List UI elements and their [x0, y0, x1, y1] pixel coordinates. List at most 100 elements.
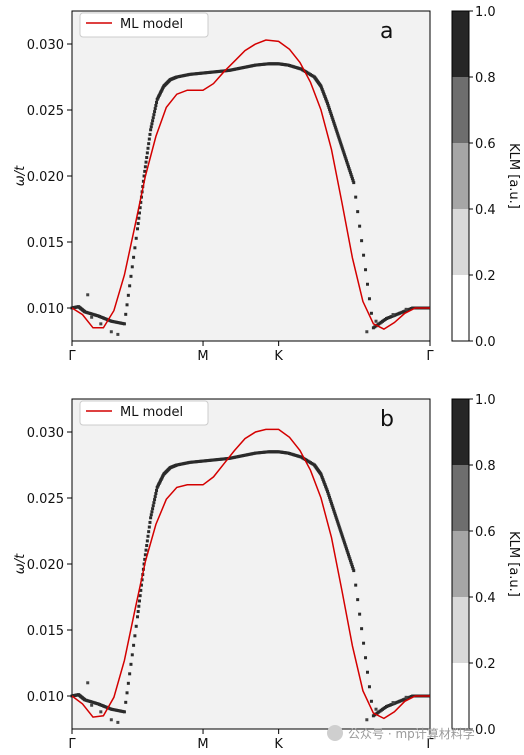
klm-point	[391, 313, 395, 317]
colorbar-segment	[452, 399, 469, 465]
colorbar-tick-label: 0.2	[475, 269, 496, 284]
klm-point	[155, 488, 159, 492]
klm-point	[149, 125, 153, 129]
klm-point	[342, 151, 346, 155]
klm-point	[348, 169, 352, 173]
klm-point	[138, 594, 142, 598]
watermark: 公众号 · mp计算材料学	[327, 725, 475, 741]
klm-point	[137, 604, 141, 608]
klm-point	[126, 681, 130, 685]
klm-point	[358, 224, 362, 228]
colorbar-tick-label: 0.0	[475, 335, 496, 350]
klm-point	[139, 583, 143, 587]
klm-point	[90, 315, 94, 319]
klm-point	[136, 222, 140, 226]
klm-point	[354, 583, 358, 587]
klm-point	[319, 84, 323, 88]
klm-point	[320, 88, 324, 92]
klm-point	[137, 216, 141, 220]
klm-point	[99, 710, 103, 714]
klm-point	[128, 672, 132, 676]
colorbar-segment	[452, 275, 469, 341]
klm-point	[343, 543, 347, 547]
klm-point	[331, 505, 335, 509]
klm-point	[339, 141, 343, 145]
klm-point	[130, 653, 134, 657]
x-tick-label: Γ	[68, 737, 76, 752]
klm-point	[324, 486, 328, 490]
plot-area-b	[71, 398, 431, 730]
klm-point	[347, 555, 351, 559]
legend-label-b: ML model	[120, 405, 183, 420]
klm-point	[345, 547, 349, 551]
klm-point	[133, 246, 137, 250]
klm-point	[144, 548, 148, 552]
klm-point	[155, 100, 159, 104]
klm-point	[330, 503, 334, 507]
legend-label-a: ML model	[120, 17, 183, 32]
ml-model-curve-a	[71, 39, 430, 330]
klm-point	[122, 322, 126, 326]
klm-point	[346, 553, 350, 557]
colorbar-tick-label: 1.0	[475, 393, 496, 408]
klm-point	[320, 474, 324, 478]
klm-point	[327, 105, 331, 109]
y-tick-label: 0.020	[27, 170, 64, 185]
klm-point	[134, 624, 138, 628]
colorbar-segment	[452, 77, 469, 143]
klm-point	[146, 146, 150, 150]
klm-point	[331, 507, 335, 511]
klm-point	[323, 95, 327, 99]
klm-point	[152, 113, 156, 117]
klm-point	[145, 544, 149, 548]
panel-b: 0.010 0.015 0.020 0.025 0.030 Γ M K Γ ω/t ML mo…	[13, 393, 521, 752]
klm-point	[338, 527, 342, 531]
klm-point	[337, 137, 341, 141]
klm-point	[336, 133, 340, 137]
klm-point	[153, 107, 157, 111]
klm-point	[329, 501, 333, 505]
klm-point	[332, 121, 336, 125]
klm-point	[345, 161, 349, 165]
y-tick-label: 0.015	[27, 624, 64, 639]
klm-point	[137, 599, 141, 603]
klm-point	[342, 539, 346, 543]
x-tick-label: K	[274, 737, 283, 752]
klm-point	[147, 530, 151, 534]
y-tick-label: 0.030	[27, 38, 64, 53]
klm-point	[358, 612, 362, 616]
y-tick-label: 0.010	[27, 690, 64, 705]
watermark-text: 公众号 · mp计算材料学	[348, 726, 475, 741]
legend-b: ML model	[79, 400, 209, 426]
klm-point	[341, 149, 345, 153]
klm-point	[132, 643, 136, 647]
colorbar-tick-label: 0.6	[475, 525, 496, 540]
klm-point	[125, 303, 129, 307]
x-tick-label: Γ	[426, 349, 434, 364]
colorbar-segment	[452, 465, 469, 531]
klm-point	[332, 509, 336, 513]
klm-point	[125, 691, 129, 695]
klm-point	[343, 155, 347, 159]
klm-point	[326, 101, 330, 105]
klm-point	[350, 177, 354, 181]
klm-point	[404, 695, 408, 699]
colorbar-segment	[452, 209, 469, 275]
klm-point	[151, 116, 155, 120]
watermark-icon	[327, 725, 343, 741]
klm-point	[150, 510, 154, 514]
klm-point	[326, 103, 330, 107]
klm-point	[132, 255, 136, 259]
klm-point	[338, 139, 342, 143]
klm-point	[339, 531, 343, 535]
klm-point	[124, 312, 128, 316]
klm-point	[352, 181, 356, 185]
klm-point	[362, 253, 366, 257]
klm-point	[404, 307, 408, 311]
klm-point	[333, 513, 337, 517]
colorbar-segment	[452, 11, 469, 77]
klm-point	[346, 163, 350, 167]
klm-point	[343, 541, 347, 545]
klm-point	[328, 497, 332, 501]
colorbar-a: 0.0 0.2 0.4 0.6 0.8 1.0	[451, 5, 496, 350]
